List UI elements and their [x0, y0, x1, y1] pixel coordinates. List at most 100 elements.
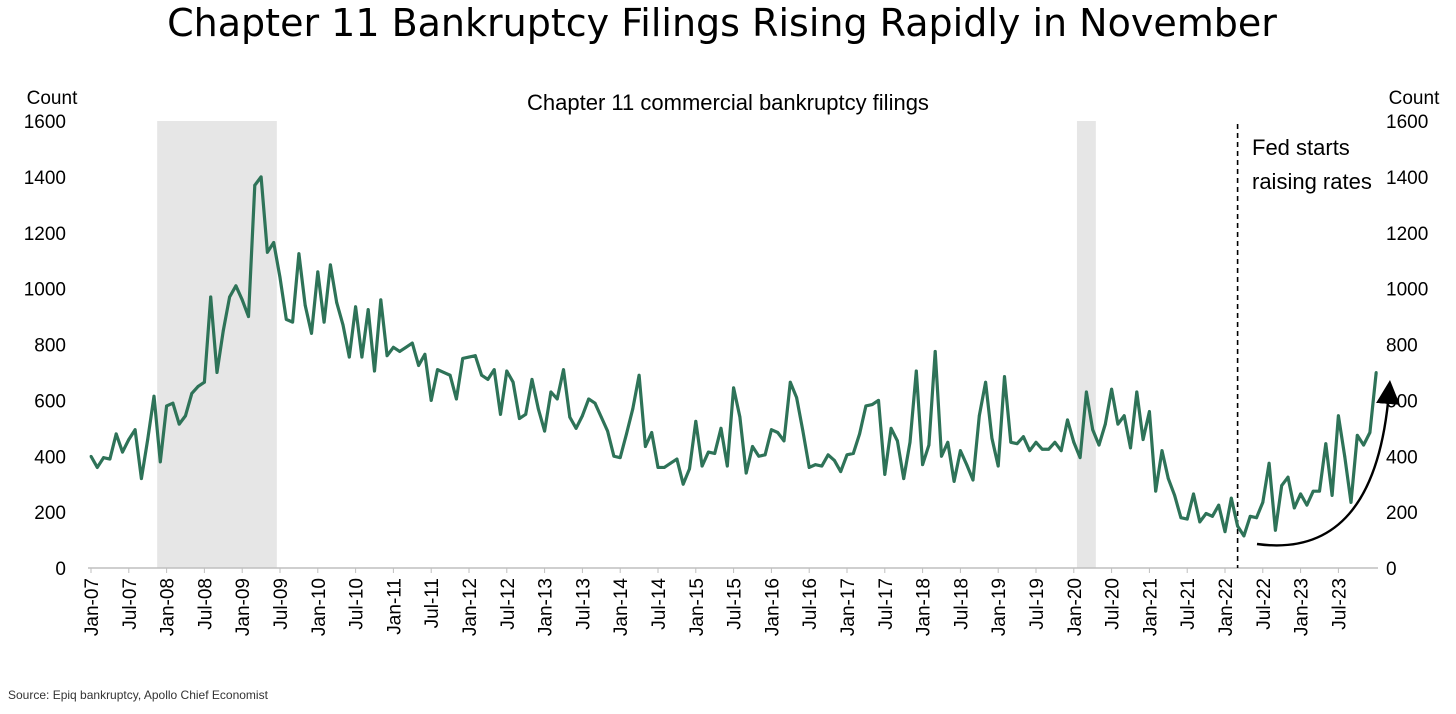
x-tick-label: Jul-08 [195, 578, 216, 630]
data-point [1022, 435, 1025, 439]
data-point [316, 270, 320, 274]
data-point [1141, 438, 1145, 441]
data-point [511, 380, 515, 384]
data-point [631, 407, 635, 411]
data-point [284, 317, 288, 321]
data-point [864, 404, 868, 408]
data-point [467, 355, 471, 359]
data-point [1267, 461, 1271, 465]
data-point [1015, 442, 1019, 446]
data-point [870, 403, 874, 406]
data-point [221, 329, 225, 332]
data-point [1179, 516, 1183, 520]
x-tick-label: Jul-21 [1178, 578, 1199, 630]
data-point [1274, 528, 1277, 532]
data-point [1110, 387, 1113, 391]
chart-title: Chapter 11 Bankruptcy Filings Rising Rap… [167, 1, 1277, 45]
data-point [1255, 516, 1258, 520]
data-point [1066, 418, 1069, 422]
recession-band-0 [157, 121, 277, 568]
data-point [486, 378, 490, 381]
data-point [278, 276, 282, 279]
data-point [1078, 456, 1082, 460]
data-point [404, 345, 408, 349]
y-tick-right-label: 0 [1386, 559, 1397, 580]
x-tick-label: Jul-18 [951, 578, 972, 630]
data-point [707, 450, 710, 454]
data-point [1097, 443, 1101, 447]
x-tick-label: Jul-13 [573, 578, 594, 630]
data-point [914, 369, 918, 373]
data-point [1242, 534, 1246, 538]
y-tick-right-label: 600 [1386, 391, 1418, 412]
data-point [1324, 442, 1328, 446]
data-point [650, 431, 654, 434]
x-tick-label: Jan-09 [233, 578, 254, 636]
y-tick-right-label: 1000 [1386, 280, 1428, 301]
data-point [940, 454, 943, 458]
x-tick-label: Jan-22 [1216, 578, 1237, 636]
data-point [461, 357, 465, 360]
rising-trend-arrow [1256, 380, 1400, 547]
data-point [1349, 500, 1353, 504]
data-point [1311, 489, 1315, 493]
data-point [259, 175, 263, 179]
data-point [442, 371, 446, 374]
data-point [140, 477, 143, 480]
x-tick-label: Jul-12 [498, 578, 519, 630]
data-point [266, 250, 269, 254]
x-tick-label: Jan-10 [309, 578, 330, 636]
data-point [757, 454, 761, 458]
data-point [1185, 517, 1189, 521]
data-point [1047, 447, 1050, 451]
data-point [568, 415, 572, 419]
data-point [455, 397, 458, 401]
data-point [984, 380, 987, 384]
data-point [1154, 489, 1158, 493]
series-line [89, 175, 1378, 538]
data-point [171, 401, 175, 405]
data-point [688, 467, 691, 471]
data-point [379, 298, 383, 302]
data-point [448, 373, 452, 377]
data-point [725, 464, 729, 468]
data-point [788, 380, 792, 384]
data-point [795, 396, 798, 399]
data-point [625, 432, 628, 436]
x-tick-label: Jan-07 [82, 578, 103, 636]
data-point [1040, 447, 1044, 451]
data-point [1028, 449, 1032, 453]
data-point [694, 419, 698, 423]
data-point [839, 470, 843, 474]
data-point [1129, 446, 1132, 450]
data-point [921, 463, 924, 467]
data-point [814, 463, 817, 467]
data-point [1261, 500, 1265, 504]
data-point [990, 436, 994, 440]
data-point [215, 371, 219, 374]
x-tick-label: Jan-18 [914, 578, 935, 636]
data-point [473, 354, 477, 358]
x-tick-label: Jul-10 [347, 578, 368, 630]
data-point [637, 373, 641, 377]
data-point [1116, 422, 1120, 426]
data-point [1198, 520, 1202, 524]
data-point [95, 466, 99, 469]
data-point [593, 401, 597, 405]
data-point [121, 450, 124, 454]
fed-annotation-line-2: raising rates [1252, 169, 1372, 194]
data-point [1135, 390, 1139, 394]
recession-shading [157, 121, 1096, 568]
y-axis-label-left: Count [27, 88, 78, 109]
data-point [505, 369, 509, 373]
data-point [1059, 449, 1063, 453]
data-point [297, 252, 301, 256]
x-tick-label: Jul-20 [1103, 578, 1124, 630]
data-point [1166, 477, 1170, 480]
data-point [1286, 475, 1290, 479]
chart-subtitle: Chapter 11 commercial bankruptcy filings [527, 90, 929, 115]
data-point [114, 432, 118, 436]
data-point [902, 477, 906, 480]
data-point [662, 466, 666, 469]
data-point [965, 463, 969, 467]
